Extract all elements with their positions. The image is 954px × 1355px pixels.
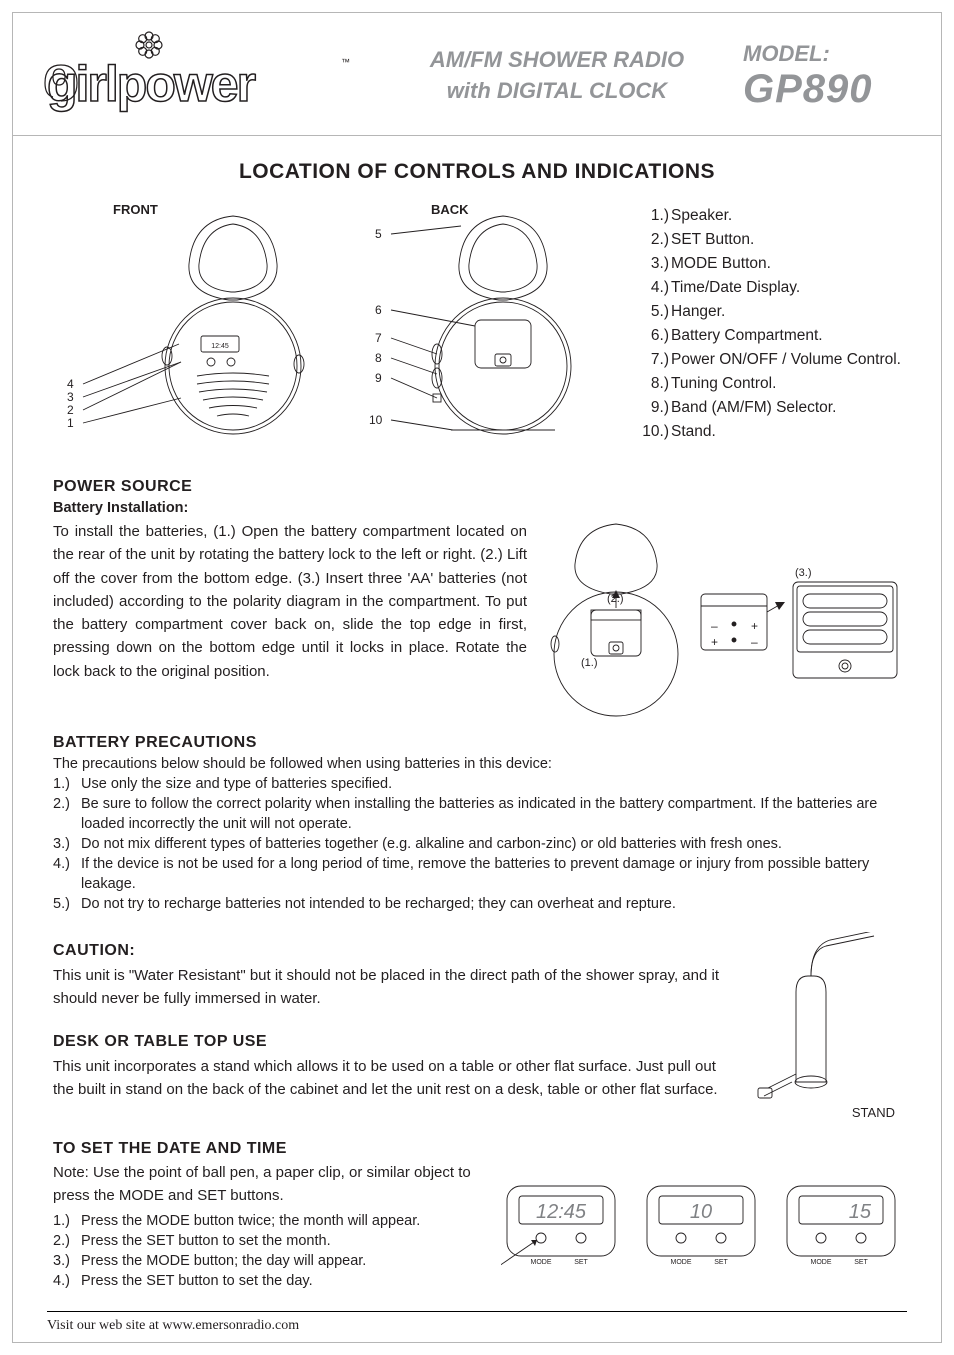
product-title: AM/FM SHOWER RADIO with DIGITAL CLOCK [371,45,743,107]
list-item: 10.)Stand. [639,420,901,444]
svg-text:–: – [711,619,718,633]
footer-divider [47,1311,907,1312]
footer-text: Visit our web site at www.emersonradio.c… [13,1314,941,1342]
list-item: 2.)SET Button. [639,228,901,252]
list-item: 1.)Press the MODE button twice; the mont… [53,1211,483,1231]
controls-heading: LOCATION OF CONTROLS AND INDICATIONS [53,160,901,184]
svg-text:7: 7 [375,331,382,345]
stand-diagram: STAND [751,932,901,1120]
page: girlpower girlpower ™ AM/FM SHOWER RADIO… [12,12,942,1343]
svg-text:+: + [711,635,718,649]
svg-text:(1.): (1.) [581,657,598,669]
svg-text:8: 8 [375,351,382,365]
model-block: MODEL: GP890 [743,41,913,112]
list-item: 4.)If the device is not be used for a lo… [53,854,901,894]
controls-diagram: FRONT BACK 1 [53,198,583,448]
power-source-section: To install the batteries, (1.) Open the … [53,520,901,730]
svg-text:SET: SET [854,1259,868,1266]
list-item: 5.)Hanger. [639,300,901,324]
svg-text:10: 10 [690,1201,712,1223]
svg-text:12:45: 12:45 [536,1201,587,1223]
display-panel: 10 MODE SET [641,1180,761,1273]
model-number: GP890 [743,67,913,112]
product-title-line2: with DIGITAL CLOCK [371,76,743,107]
list-item: 4.)Press the SET button to set the day. [53,1271,483,1291]
list-item: 3.)MODE Button. [639,252,901,276]
list-item: 6.)Battery Compartment. [639,324,901,348]
front-label: FRONT [113,202,158,217]
svg-text:MODE: MODE [811,1259,832,1266]
desk-heading: DESK OR TABLE TOP USE [53,1033,733,1051]
display-panel: 12:45 MODE SET [501,1180,621,1273]
svg-text:(3.): (3.) [795,567,812,579]
svg-text:15: 15 [849,1201,872,1223]
svg-text:5: 5 [375,227,382,241]
svg-text:(2.): (2.) [607,593,624,605]
brand-logo: girlpower girlpower ™ [41,31,371,121]
list-item: 3.)Do not mix different types of batteri… [53,834,901,854]
list-item: 1.)Use only the size and type of batteri… [53,774,901,794]
svg-text:1: 1 [67,416,74,430]
desk-text: This unit incorporates a stand which all… [53,1055,733,1102]
svg-text:™: ™ [341,57,350,67]
back-label: BACK [431,202,469,217]
content: LOCATION OF CONTROLS AND INDICATIONS FRO… [13,136,941,1311]
battery-install-diagram: (1.) (2.) – + + – [541,520,901,730]
svg-text:2: 2 [67,403,74,417]
svg-text:girlpower: girlpower [47,56,256,112]
product-title-line1: AM/FM SHOWER RADIO [371,45,743,76]
list-item: 3.)Press the MODE button; the day will a… [53,1251,483,1271]
datetime-section: Note: Use the point of ball pen, a paper… [53,1162,901,1291]
svg-text:+: + [751,619,758,633]
controls-legend: 1.)Speaker. 2.)SET Button. 3.)MODE Butto… [639,198,901,444]
datetime-heading: TO SET THE DATE AND TIME [53,1140,901,1158]
power-source-heading: POWER SOURCE [53,478,901,496]
battery-install-text: To install the batteries, (1.) Open the … [53,520,527,683]
header: girlpower girlpower ™ AM/FM SHOWER RADIO… [13,13,941,136]
display-panel: 15 MODE SET [781,1180,901,1273]
svg-text:SET: SET [714,1259,728,1266]
precautions-heading: BATTERY PRECAUTIONS [53,734,901,752]
svg-text:MODE: MODE [531,1259,552,1266]
svg-text:10: 10 [369,413,383,427]
list-item: 7.)Power ON/OFF / Volume Control. [639,348,901,372]
svg-text:3: 3 [67,390,74,404]
stand-label: STAND [751,1105,901,1120]
list-item: 9.)Band (AM/FM) Selector. [639,396,901,420]
datetime-displays: 12:45 MODE SET [501,1162,901,1273]
battery-install-heading: Battery Installation: [53,500,901,516]
precautions-list: 1.)Use only the size and type of batteri… [53,774,901,914]
list-item: 2.)Press the SET button to set the month… [53,1231,483,1251]
svg-text:–: – [751,635,758,649]
svg-text:4: 4 [67,377,74,391]
svg-text:9: 9 [375,371,382,385]
list-item: 1.)Speaker. [639,204,901,228]
svg-text:SET: SET [574,1259,588,1266]
svg-text:MODE: MODE [671,1259,692,1266]
list-item: 2.)Be sure to follow the correct polarit… [53,794,901,834]
list-item: 5.)Do not try to recharge batteries not … [53,894,901,914]
datetime-note: Note: Use the point of ball pen, a paper… [53,1162,483,1207]
model-label: MODEL: [743,41,913,67]
caution-text: This unit is "Water Resistant" but it sh… [53,964,733,1011]
controls-section: FRONT BACK 1 [53,198,901,448]
list-item: 8.)Tuning Control. [639,372,901,396]
list-item: 4.)Time/Date Display. [639,276,901,300]
svg-text:6: 6 [375,303,382,317]
precautions-intro: The precautions below should be followed… [53,756,901,772]
svg-text:12:45: 12:45 [211,343,229,350]
caution-heading: CAUTION: [53,942,733,960]
